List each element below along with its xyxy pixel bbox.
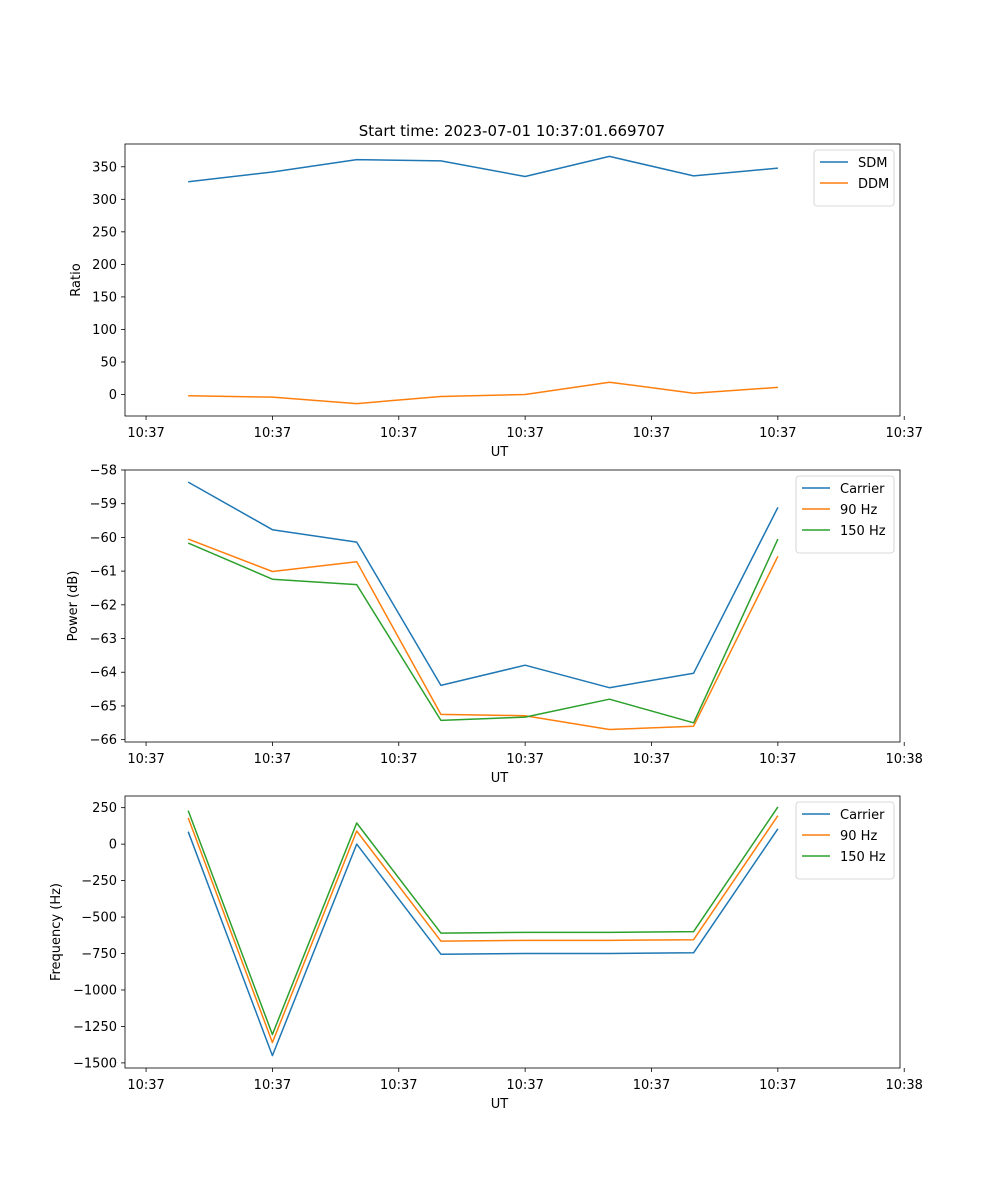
chart1-series-line-sdm xyxy=(188,155,778,183)
chart3-legend: Carrier 90 Hz 150 Hz xyxy=(795,801,895,880)
charts-container: 10:37 10:37 10:37 10:37 10:37 10:37 10:37 0 50 10… xyxy=(49,143,923,1112)
chart2-x-tick-label: 10:37 xyxy=(506,752,543,767)
chart1-series-line-ddm xyxy=(188,381,778,405)
chart2-y-tick-label: −65 xyxy=(90,699,117,714)
chart2-y-tick-label: −62 xyxy=(90,598,117,613)
chart1-axes-frame xyxy=(124,143,901,417)
chart1-y-tick-label: 0 xyxy=(109,388,117,403)
chart3-y-tick-label: −250 xyxy=(81,874,117,889)
chart2-y-tick-label: −61 xyxy=(90,565,117,580)
chart1-x-tick-label: 10:37 xyxy=(885,426,922,441)
chart2-y-tick-label: −58 xyxy=(90,464,117,479)
chart1-legend-box xyxy=(813,149,895,207)
chart2-x-tick-label: 10:37 xyxy=(633,752,670,767)
chart1-legend-label: DDM xyxy=(858,177,889,192)
chart1-x-tick-label: 10:37 xyxy=(759,426,796,441)
chart1-y-tick-label: 50 xyxy=(100,355,117,370)
chart2-x-axis-label: UT xyxy=(491,771,509,786)
chart3-y-axis-label: Frequency (Hz) xyxy=(49,883,64,981)
chart3-panel: 10:37 10:37 10:37 10:37 10:37 10:37 10:38 250 0 −… xyxy=(49,795,923,1112)
chart2-legend-box xyxy=(795,475,895,554)
chart3-x-axis-label: UT xyxy=(491,1097,509,1112)
chart2-y-tick-label: −60 xyxy=(90,531,117,546)
chart3-legend-box xyxy=(795,801,895,880)
chart1-legend-label: SDM xyxy=(858,156,887,171)
chart1-y-tick-label: 300 xyxy=(92,193,117,208)
chart3-series-line-90-hz xyxy=(187,815,779,1044)
chart2-legend-label: 150 Hz xyxy=(840,524,886,539)
chart1-y-tick-label: 250 xyxy=(92,225,117,240)
chart3-x-tick-label: 10:37 xyxy=(506,1078,543,1093)
chart3-series-line-150-hz xyxy=(187,806,779,1036)
chart1-x-axis-label: UT xyxy=(491,445,509,460)
chart1-panel: 10:37 10:37 10:37 10:37 10:37 10:37 10:37 0 50 10… xyxy=(69,143,923,460)
chart2-panel: 10:37 10:37 10:37 10:37 10:37 10:37 10:38 −58 −5… xyxy=(66,464,923,787)
chart3-series-line-carrier xyxy=(187,828,779,1057)
chart1-y-tick-label: 100 xyxy=(92,323,117,338)
chart2-legend-label: Carrier xyxy=(840,482,885,497)
chart1-legend: SDM DDM xyxy=(813,149,895,207)
chart2-series-line-150-hz xyxy=(187,538,779,724)
chart3-x-tick-label: 10:37 xyxy=(380,1078,417,1093)
chart2-x-tick-label: 10:37 xyxy=(254,752,291,767)
chart2-legend-label: 90 Hz xyxy=(840,503,877,518)
chart3-y-tick-label: −1000 xyxy=(73,983,117,998)
chart2-y-tick-label: −59 xyxy=(90,497,117,512)
chart2-x-tick-label: 10:37 xyxy=(127,752,164,767)
chart1-y-axis-label: Ratio xyxy=(69,263,84,296)
chart3-legend-label: 90 Hz xyxy=(840,829,877,844)
chart3-y-tick-label: −750 xyxy=(81,947,117,962)
chart1-x-tick-label: 10:37 xyxy=(254,426,291,441)
chart2-series-line-90-hz xyxy=(187,538,779,731)
chart3-legend-label: 150 Hz xyxy=(840,850,886,865)
chart1-x-tick-label: 10:37 xyxy=(633,426,670,441)
chart2-y-axis-label: Power (dB) xyxy=(66,571,81,642)
chart3-axes-frame xyxy=(124,795,901,1069)
chart2-axes-frame xyxy=(124,469,901,743)
chart3-legend-label: Carrier xyxy=(840,808,885,823)
chart3-x-tick-label: 10:37 xyxy=(759,1078,796,1093)
chart3-y-tick-label: 0 xyxy=(109,838,117,853)
chart3-y-tick-label: 250 xyxy=(92,801,117,816)
chart1-y-tick-label: 200 xyxy=(92,258,117,273)
chart3-y-tick-label: −1500 xyxy=(73,1056,117,1071)
chart2-x-tick-label: 10:38 xyxy=(885,752,922,767)
chart2-x-tick-label: 10:37 xyxy=(380,752,417,767)
chart1-x-tick-label: 10:37 xyxy=(127,426,164,441)
chart2-y-tick-label: −64 xyxy=(90,666,117,681)
chart2-x-tick-label: 10:37 xyxy=(759,752,796,767)
chart2-y-tick-label: −63 xyxy=(90,632,117,647)
chart3-x-tick-label: 10:37 xyxy=(633,1078,670,1093)
chart1-x-tick-label: 10:37 xyxy=(506,426,543,441)
chart1-y-tick-label: 350 xyxy=(92,160,117,175)
chart2-series-line-carrier xyxy=(187,481,779,689)
chart2-y-tick-label: −66 xyxy=(90,733,117,748)
chart3-y-tick-label: −1250 xyxy=(73,1020,117,1035)
chart3-x-tick-label: 10:38 xyxy=(885,1078,922,1093)
chart1-x-tick-label: 10:37 xyxy=(380,426,417,441)
figure-title: Start time: 2023-07-01 10:37:01.669707 xyxy=(359,122,665,140)
chart2-legend: Carrier 90 Hz 150 Hz xyxy=(795,475,895,554)
chart1-y-tick-label: 150 xyxy=(92,290,117,305)
chart3-y-tick-label: −500 xyxy=(81,911,117,926)
chart3-x-tick-label: 10:37 xyxy=(254,1078,291,1093)
chart3-x-tick-label: 10:37 xyxy=(127,1078,164,1093)
